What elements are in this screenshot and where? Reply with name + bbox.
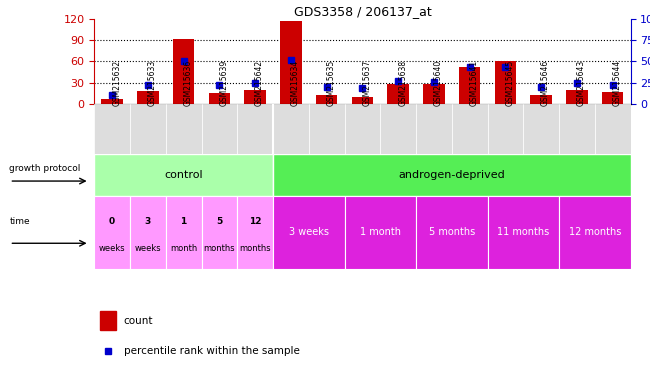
Bar [530,95,552,104]
Text: GSM215642: GSM215642 [255,60,264,106]
Text: GSM215635: GSM215635 [326,60,335,106]
Bar [202,196,237,269]
Text: GSM215645: GSM215645 [506,60,514,106]
Bar [166,104,202,154]
Bar [387,84,409,104]
Text: 1: 1 [181,217,187,226]
Bar [309,104,344,154]
Text: count: count [124,316,153,326]
Bar [94,154,273,196]
Bar [273,104,309,154]
Text: GSM215638: GSM215638 [398,60,407,106]
Text: androgen-deprived: androgen-deprived [398,170,505,180]
Bar [602,93,623,104]
Bar [595,104,630,154]
Bar [566,89,588,104]
Text: months: months [203,244,235,253]
Bar [101,99,123,104]
Text: 3 weeks: 3 weeks [289,227,329,237]
Bar [244,89,266,104]
Text: GSM215636: GSM215636 [183,60,192,106]
Bar [416,104,452,154]
Bar [173,39,194,104]
Bar [209,93,230,104]
Bar [137,91,159,104]
Bar [166,196,202,269]
Bar [316,95,337,104]
Bar [352,97,373,104]
Text: GSM215646: GSM215646 [541,60,550,106]
Bar [94,196,130,269]
Bar [344,196,416,269]
Text: GSM215634: GSM215634 [291,60,300,106]
Bar [452,104,488,154]
Text: 0: 0 [109,217,115,226]
Text: 12: 12 [249,217,261,226]
Bar [237,196,273,269]
Text: GSM215637: GSM215637 [363,60,371,106]
Bar [488,104,523,154]
Bar [237,104,273,154]
Bar [99,311,116,330]
Text: time: time [9,217,30,226]
Text: months: months [239,244,271,253]
Bar [202,104,237,154]
Bar [130,104,166,154]
Text: 1 month: 1 month [359,227,401,237]
Text: 3: 3 [145,217,151,226]
Bar [94,104,130,154]
Bar [559,104,595,154]
Title: GDS3358 / 206137_at: GDS3358 / 206137_at [294,5,431,18]
Bar [280,21,302,104]
Bar [559,196,630,269]
Bar [459,67,480,104]
Bar [495,61,516,104]
Text: GSM215643: GSM215643 [577,60,586,106]
Text: weeks: weeks [99,244,125,253]
Bar [416,196,488,269]
Bar [273,196,344,269]
Bar [380,104,416,154]
Text: GSM215640: GSM215640 [434,60,443,106]
Text: 5: 5 [216,217,222,226]
Text: control: control [164,170,203,180]
Text: percentile rank within the sample: percentile rank within the sample [124,346,300,356]
Text: GSM215641: GSM215641 [469,60,478,106]
Bar [488,196,559,269]
Text: 11 months: 11 months [497,227,549,237]
Bar [273,154,630,196]
Text: GSM215633: GSM215633 [148,60,157,106]
Bar [423,84,445,104]
Text: 5 months: 5 months [428,227,475,237]
Text: GSM215644: GSM215644 [612,60,621,106]
Text: month: month [170,244,197,253]
Text: GSM215632: GSM215632 [112,60,121,106]
Bar [130,196,166,269]
Text: weeks: weeks [135,244,161,253]
Bar [344,104,380,154]
Text: 12 months: 12 months [569,227,621,237]
Bar [523,104,559,154]
Text: GSM215639: GSM215639 [220,60,228,106]
Text: growth protocol: growth protocol [9,164,81,173]
